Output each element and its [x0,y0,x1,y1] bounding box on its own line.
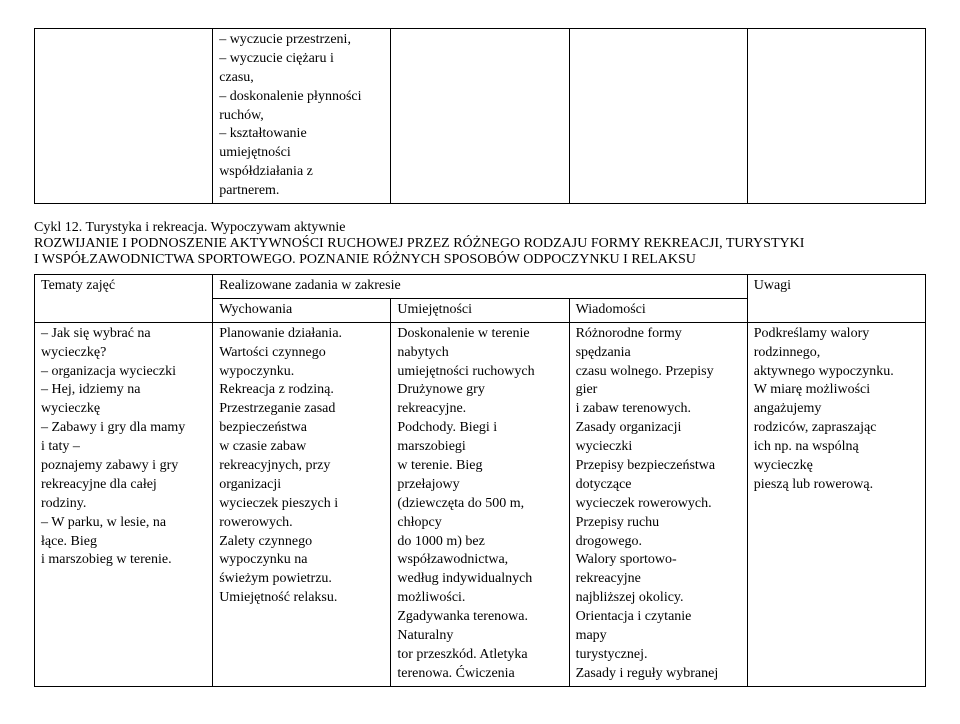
header-uwagi: Uwagi [747,275,925,323]
top-cell-1 [35,29,213,204]
top-cell-2-content: – wyczucie przestrzeni,– wyczucie ciężar… [219,31,384,201]
table-header-row-1: Tematy zajęć Realizowane zadania w zakre… [35,275,926,299]
cell-umiejetnosci: Doskonalenie w terenienabytychumiejętnoś… [391,322,569,686]
cell-uwagi: Podkreślamy waloryrodzinnego,aktywnego w… [747,322,925,686]
header-wiadomosci: Wiadomości [569,298,747,322]
cell-wiadomosci-content: Różnorodne formyspędzaniaczasu wolnego. … [576,325,741,684]
cell-uwagi-content: Podkreślamy waloryrodzinnego,aktywnego w… [754,325,919,495]
top-cell-3 [391,29,569,204]
top-cell-5 [747,29,925,204]
cell-tematy-content: – Jak się wybrać nawycieczkę?– organizac… [41,325,206,571]
top-cell-4 [569,29,747,204]
header-realizowane: Realizowane zadania w zakresie [213,275,748,299]
main-table: Tematy zajęć Realizowane zadania w zakre… [34,274,926,687]
heading-line-1: Cykl 12. Turystyka i rekreacja. Wypoczyw… [34,220,926,236]
heading-line-3: I WSPÓŁZAWODNICTWA SPORTOWEGO. POZNANIE … [34,252,926,268]
heading-line-2: ROZWIJANIE I PODNOSZENIE AKTYWNOŚCI RUCH… [34,236,926,252]
section-heading: Cykl 12. Turystyka i rekreacja. Wypoczyw… [34,220,926,268]
top-table: – wyczucie przestrzeni,– wyczucie ciężar… [34,28,926,204]
header-wychowania: Wychowania [213,298,391,322]
cell-wychowania-content: Planowanie działania.Wartości czynnegowy… [219,325,384,608]
cell-wiadomosci: Różnorodne formyspędzaniaczasu wolnego. … [569,322,747,686]
top-cell-2: – wyczucie przestrzeni,– wyczucie ciężar… [213,29,391,204]
header-umiejetnosci: Umiejętności [391,298,569,322]
table-row: – Jak się wybrać nawycieczkę?– organizac… [35,322,926,686]
cell-umiejetnosci-content: Doskonalenie w terenienabytychumiejętnoś… [397,325,562,684]
cell-wychowania: Planowanie działania.Wartości czynnegowy… [213,322,391,686]
header-tematy: Tematy zajęć [35,275,213,323]
cell-tematy: – Jak się wybrać nawycieczkę?– organizac… [35,322,213,686]
